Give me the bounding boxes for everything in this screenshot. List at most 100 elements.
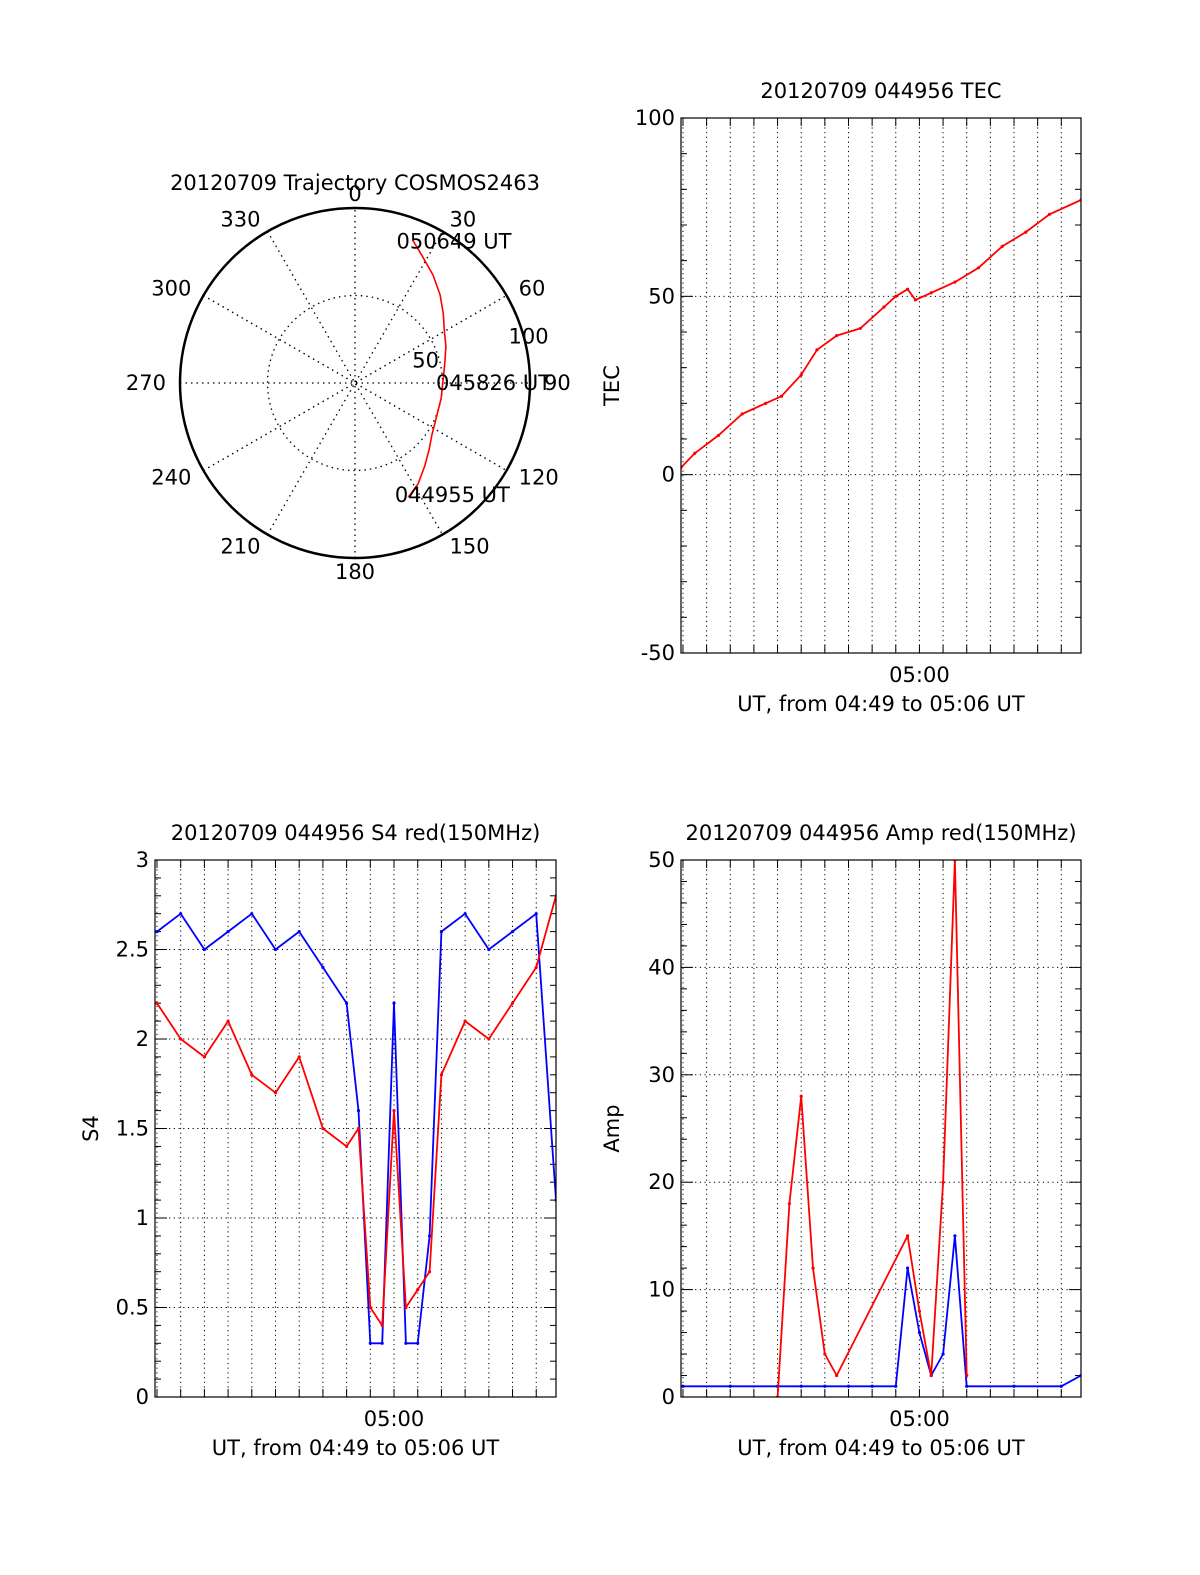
- s4-series-red-point: [534, 965, 538, 970]
- s4-series-red-point: [273, 1091, 278, 1095]
- tec-series-red-point: [1024, 230, 1028, 234]
- tec-ytick-label: 50: [648, 284, 675, 308]
- polar-angle-label: 240: [151, 466, 191, 490]
- polar-angle-label: 180: [335, 560, 375, 584]
- s4-xtick-label: 05:00: [364, 1407, 425, 1431]
- tec-x-axis-title: UT, from 04:49 to 05:06 UT: [737, 692, 1025, 716]
- amp-series-red-point: [799, 1094, 803, 1098]
- tec-series-red-point: [858, 326, 862, 331]
- s4-series-red-point: [368, 1305, 372, 1310]
- amp-series-blue-point: [953, 1234, 957, 1238]
- s4-series-blue-point: [392, 1001, 396, 1005]
- s4-ytick-label: 2.5: [116, 938, 149, 962]
- s4-series-blue-line: [156, 912, 556, 1345]
- amp-plot-frame: [680, 859, 1082, 1398]
- polar-angle-label: 120: [519, 466, 559, 490]
- s4-chart: 20120709 044956 S4 red(150MHz) 0 0.5 1 1.5 2 2…: [79, 821, 557, 1460]
- polar-radial-label: 50: [412, 348, 439, 372]
- polar-time-annotation: 050649 UT: [396, 230, 511, 254]
- tec-ytick-label: -50: [641, 641, 675, 665]
- tec-xtick-label: 05:00: [889, 663, 950, 687]
- tec-series-red-point: [799, 373, 803, 377]
- amp-x-axis-title: UT, from 04:49 to 05:06 UT: [737, 1436, 1025, 1460]
- polar-angle-label: 270: [126, 371, 166, 395]
- s4-series-blue-point: [356, 1109, 361, 1113]
- s4-series-blue-point: [534, 912, 538, 916]
- polar-angle-ticks: 0 30 60 90 120 150 180 210 240 270 300 330 50 100: [126, 182, 571, 584]
- tec-series-red-point: [779, 394, 784, 398]
- polar-angle-label: 30: [450, 207, 477, 231]
- s4-chart-title: 20120709 044956 S4 red(150MHz): [171, 821, 541, 845]
- amp-series-blue-point: [917, 1330, 922, 1335]
- s4-series-blue-point: [179, 912, 183, 916]
- amp-series-red-point: [835, 1373, 839, 1378]
- amp-series-group: [681, 860, 1081, 1397]
- s4-series-blue-point: [510, 930, 515, 934]
- tec-series-group: [681, 198, 1081, 470]
- amp-series-blue-point: [728, 1384, 732, 1388]
- tec-series-red-point: [693, 451, 697, 455]
- polar-trajectory-line: [407, 239, 447, 498]
- s4-series-red-point: [487, 1037, 491, 1041]
- s4-series-blue-point: [297, 930, 301, 934]
- amp-series-red-point: [823, 1352, 827, 1356]
- tec-series-red-point: [976, 266, 981, 270]
- tec-series-red-point: [1000, 244, 1004, 248]
- s4-y-axis-title: S4: [79, 1115, 103, 1142]
- s4-series-blue-point: [321, 965, 325, 970]
- polar-spoke: [203, 294, 507, 472]
- tec-series-red-point: [882, 305, 886, 309]
- s4-series-red-point: [226, 1019, 230, 1023]
- s4-series-red-point: [321, 1126, 325, 1131]
- s4-series-blue-point: [427, 1234, 432, 1238]
- amp-ytick-label: 10: [648, 1278, 675, 1302]
- tec-ytick-label: 100: [635, 106, 675, 130]
- polar-spoke: [266, 231, 444, 535]
- polar-trajectory-chart: 20120709 Trajectory COSMOS2463 0 30 60 90 12…: [126, 171, 571, 584]
- s4-series-red-point: [297, 1055, 301, 1059]
- polar-chart-title: 20120709 Trajectory COSMOS2463: [170, 171, 540, 195]
- s4-series-group: [155, 894, 556, 1345]
- polar-angle-label: 210: [220, 535, 260, 559]
- s4-series-blue-point: [273, 947, 278, 952]
- tec-series-red-point: [1047, 212, 1052, 216]
- amp-series-blue-point: [965, 1384, 969, 1388]
- s4-series-blue-point: [226, 930, 230, 934]
- tec-gridlines: [681, 117, 1081, 654]
- s4-series-red-point: [416, 1288, 420, 1292]
- amp-ytick-label: 30: [648, 1063, 675, 1087]
- tec-series-red-point: [894, 294, 898, 298]
- amp-ytick-label: 0: [662, 1385, 675, 1409]
- s4-series-red-point: [345, 1144, 349, 1148]
- s4-series-red-point: [404, 1305, 408, 1310]
- tec-series-red-point: [929, 291, 933, 295]
- polar-spoke: [266, 231, 444, 535]
- s4-series-red-line: [156, 895, 556, 1327]
- polar-annotations: 050649 UT 045826 UT 044955 UT: [395, 230, 551, 507]
- amp-series-blue-point: [941, 1352, 945, 1356]
- tec-chart: 20120709 044956 TEC -50 0 50 100 05:00 UT, fro…: [600, 79, 1082, 716]
- tec-series-red-line: [681, 199, 1081, 469]
- s4-series-blue-point: [380, 1341, 384, 1345]
- s4-ytick-label: 2: [136, 1027, 149, 1051]
- s4-series-blue-point: [345, 1001, 349, 1005]
- s4-series-red-point: [380, 1323, 384, 1327]
- tec-plot-frame: [680, 117, 1082, 654]
- amp-series-red-point: [965, 1373, 969, 1378]
- s4-ytick-label: 0.5: [116, 1296, 149, 1320]
- amp-series-red-line: [776, 860, 968, 1397]
- amp-series-red-point: [787, 1202, 791, 1206]
- amp-series-red-point: [811, 1266, 815, 1270]
- amp-chart: 20120709 044956 Amp red(150MHz) 0 10 20 30 40…: [600, 821, 1082, 1460]
- tec-series-red-point: [716, 433, 721, 438]
- tec-series-red-point: [815, 348, 819, 352]
- s4-series-blue-point: [463, 912, 467, 916]
- s4-series-red-point: [202, 1055, 206, 1059]
- tec-series-red-point: [906, 287, 910, 291]
- s4-series-blue-point: [439, 930, 444, 934]
- s4-series-blue-point: [155, 930, 159, 934]
- tec-series-red-point: [740, 412, 744, 416]
- amp-ytick-label: 40: [648, 955, 675, 979]
- amp-series-red-point: [941, 1180, 945, 1184]
